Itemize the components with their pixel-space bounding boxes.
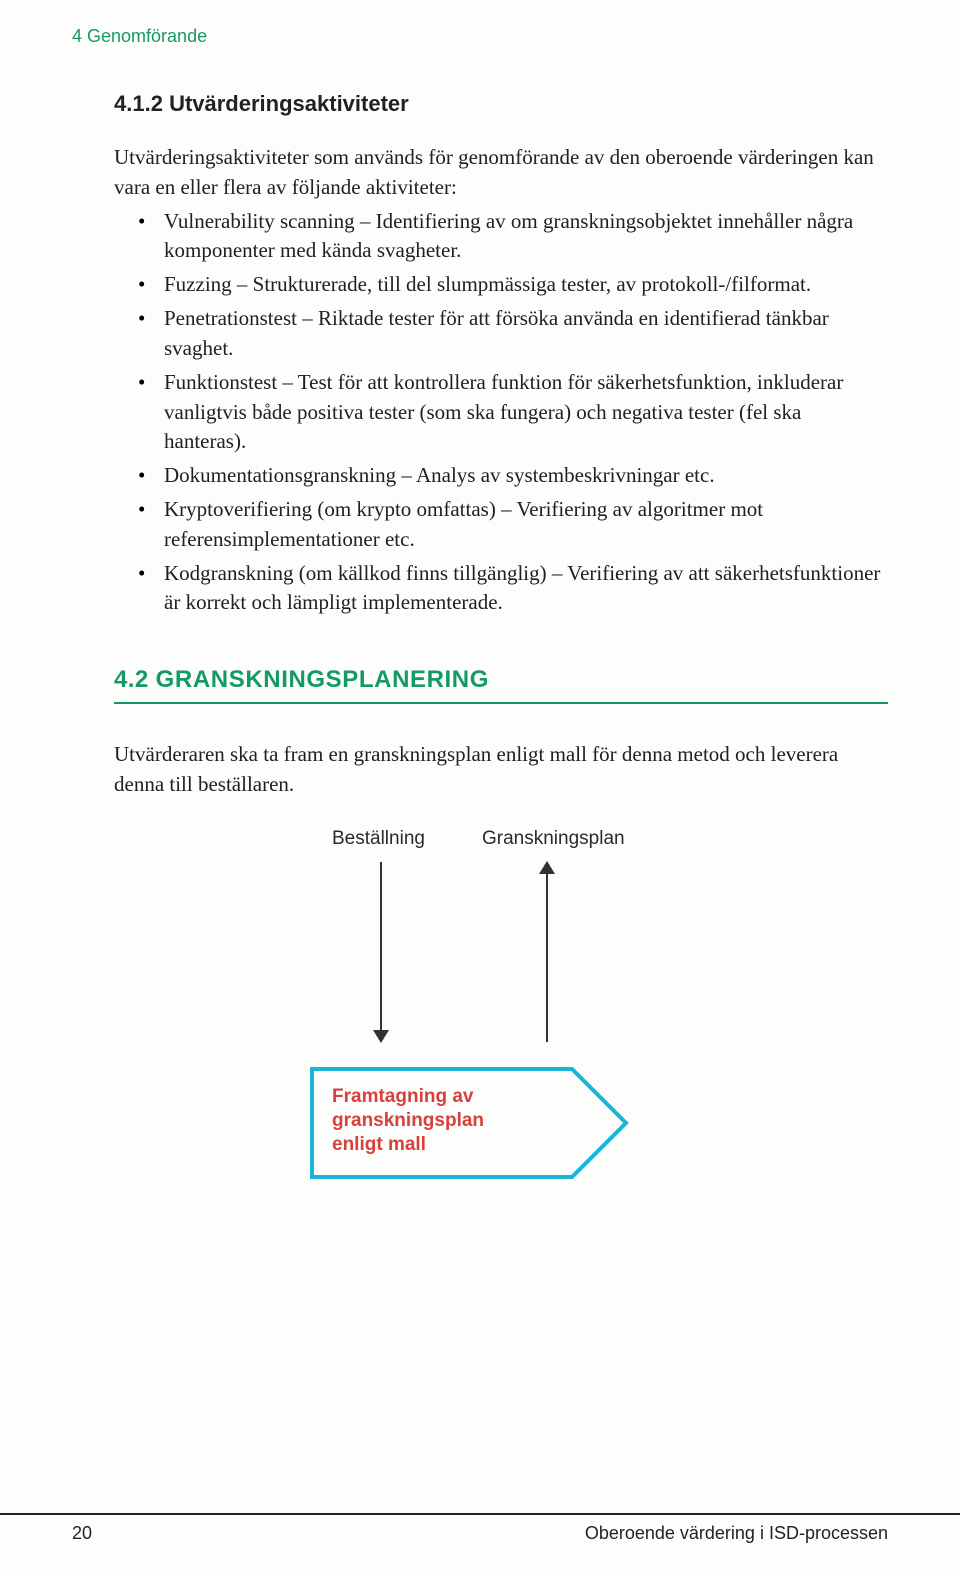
subsection-title: 4.1.2 Utvärderingsaktiviteter xyxy=(114,91,888,117)
running-head: 4 Genomförande xyxy=(72,26,888,47)
list-item: Fuzzing – Strukturerade, till del slumpm… xyxy=(138,270,888,300)
process-diagram: Beställning Granskningsplan Framtagning … xyxy=(220,828,740,1198)
book-title: Oberoende värdering i ISD-processen xyxy=(585,1523,888,1544)
page-number: 20 xyxy=(72,1523,92,1544)
diagram-label-left: Beställning xyxy=(332,828,425,850)
subsection-number: 4.1.2 xyxy=(114,91,163,116)
page-footer: 20 Oberoende värdering i ISD-processen xyxy=(0,1513,960,1544)
arrow-up-line xyxy=(546,874,548,1042)
subsection-text: Utvärderingsaktiviteter xyxy=(169,91,409,116)
arrow-down-line xyxy=(380,862,382,1030)
section-number: 4.2 xyxy=(114,666,149,693)
arrow-up-head-icon xyxy=(539,861,555,874)
list-item: Dokumentationsgranskning – Analys av sys… xyxy=(138,461,888,491)
section-rule xyxy=(114,702,888,704)
intro-paragraph: Utvärderingsaktiviteter som används för … xyxy=(114,143,888,203)
diagram-label-right: Granskningsplan xyxy=(482,828,625,850)
process-box-text: Framtagning av granskningsplan enligt ma… xyxy=(332,1085,484,1158)
bullet-list: Vulnerability scanning – Identifiering a… xyxy=(138,207,888,619)
list-item: Funktionstest – Test för att kontrollera… xyxy=(138,368,888,457)
section-title: GRANSKNINGSPLANERING xyxy=(156,666,489,693)
section-heading: 4.2 GRANSKNINGSPLANERING xyxy=(114,666,888,700)
list-item: Kodgranskning (om källkod finns tillgäng… xyxy=(138,559,888,619)
process-box: Framtagning av granskningsplan enligt ma… xyxy=(310,1067,630,1179)
process-box-line2: granskningsplan xyxy=(332,1109,484,1133)
process-box-line1: Framtagning av xyxy=(332,1085,484,1109)
list-item: Kryptoverifiering (om krypto omfattas) –… xyxy=(138,495,888,555)
list-item: Penetrationstest – Riktade tester för at… xyxy=(138,304,888,364)
list-item: Vulnerability scanning – Identifiering a… xyxy=(138,207,888,267)
section-heading-wrap: 4.2 GRANSKNINGSPLANERING xyxy=(114,666,888,704)
process-box-line3: enligt mall xyxy=(332,1133,484,1157)
section-body: Utvärderaren ska ta fram en granskningsp… xyxy=(114,740,888,800)
arrow-down-head-icon xyxy=(373,1030,389,1043)
